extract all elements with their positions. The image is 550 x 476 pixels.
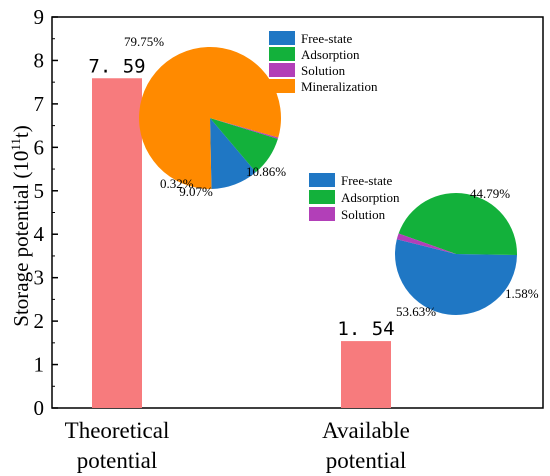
pie-value-label: 79.75%	[124, 34, 164, 49]
x-category-label: potential	[77, 448, 157, 473]
pie-slice	[394, 239, 517, 316]
y-tick-label: 6	[34, 135, 45, 159]
pie-value-label: 44.79%	[470, 186, 510, 201]
pie-legend: Free-state Adsorption Solution	[309, 173, 400, 222]
legend-label: Free-state	[301, 31, 352, 46]
pie-value-label: 53.63%	[396, 304, 436, 319]
legend-label: Adsorption	[301, 47, 360, 62]
pie-slice	[139, 46, 281, 189]
bar	[92, 78, 142, 409]
legend-swatch	[309, 207, 335, 221]
legend-swatch	[309, 190, 335, 204]
y-tick-label: 2	[34, 309, 45, 333]
y-tick-label: 8	[34, 48, 45, 72]
x-category-label: potential	[326, 448, 406, 473]
pie-value-label: 9.07%	[179, 184, 213, 199]
legend-swatch	[269, 79, 295, 93]
legend-swatch	[269, 47, 295, 61]
pie-slice	[210, 118, 279, 139]
y-tick-label: 7	[34, 92, 45, 116]
bar-value-label: 7. 59	[88, 55, 145, 77]
legend-label: Solution	[301, 63, 346, 78]
legend-label: Adsorption	[341, 190, 400, 205]
y-tick-label: 0	[34, 396, 45, 420]
y-axis-label: Storage potential (1011t)	[8, 125, 33, 326]
y-tick-label: 9	[34, 5, 45, 29]
pie-legend: Free-stateAdsorptionSolutionMineralizati…	[269, 31, 378, 94]
pie-slice	[398, 193, 518, 255]
legend-swatch	[269, 31, 295, 45]
legend-label: Solution	[341, 207, 386, 222]
x-category-label: Theoretical	[65, 418, 170, 443]
bar	[341, 341, 391, 408]
legend-label: Mineralization	[301, 79, 378, 94]
y-tick-label: 1	[34, 353, 45, 377]
pie-slice	[210, 118, 256, 189]
legend-swatch	[269, 63, 295, 77]
pie-value-label: 10.86%	[246, 164, 286, 179]
bar-value-label: 1. 54	[337, 318, 394, 340]
legend-label: Free-state	[341, 173, 392, 188]
pie-slice	[210, 118, 278, 173]
pie-slice	[396, 233, 456, 254]
y-tick-label: 3	[34, 266, 45, 290]
pie-value-label: 1.58%	[505, 286, 539, 301]
legend-swatch	[309, 173, 335, 187]
y-tick-label: 5	[34, 179, 45, 203]
y-tick-label: 4	[34, 222, 45, 246]
x-category-label: Available	[322, 418, 410, 443]
pie-value-label: 0.32%	[160, 176, 194, 191]
